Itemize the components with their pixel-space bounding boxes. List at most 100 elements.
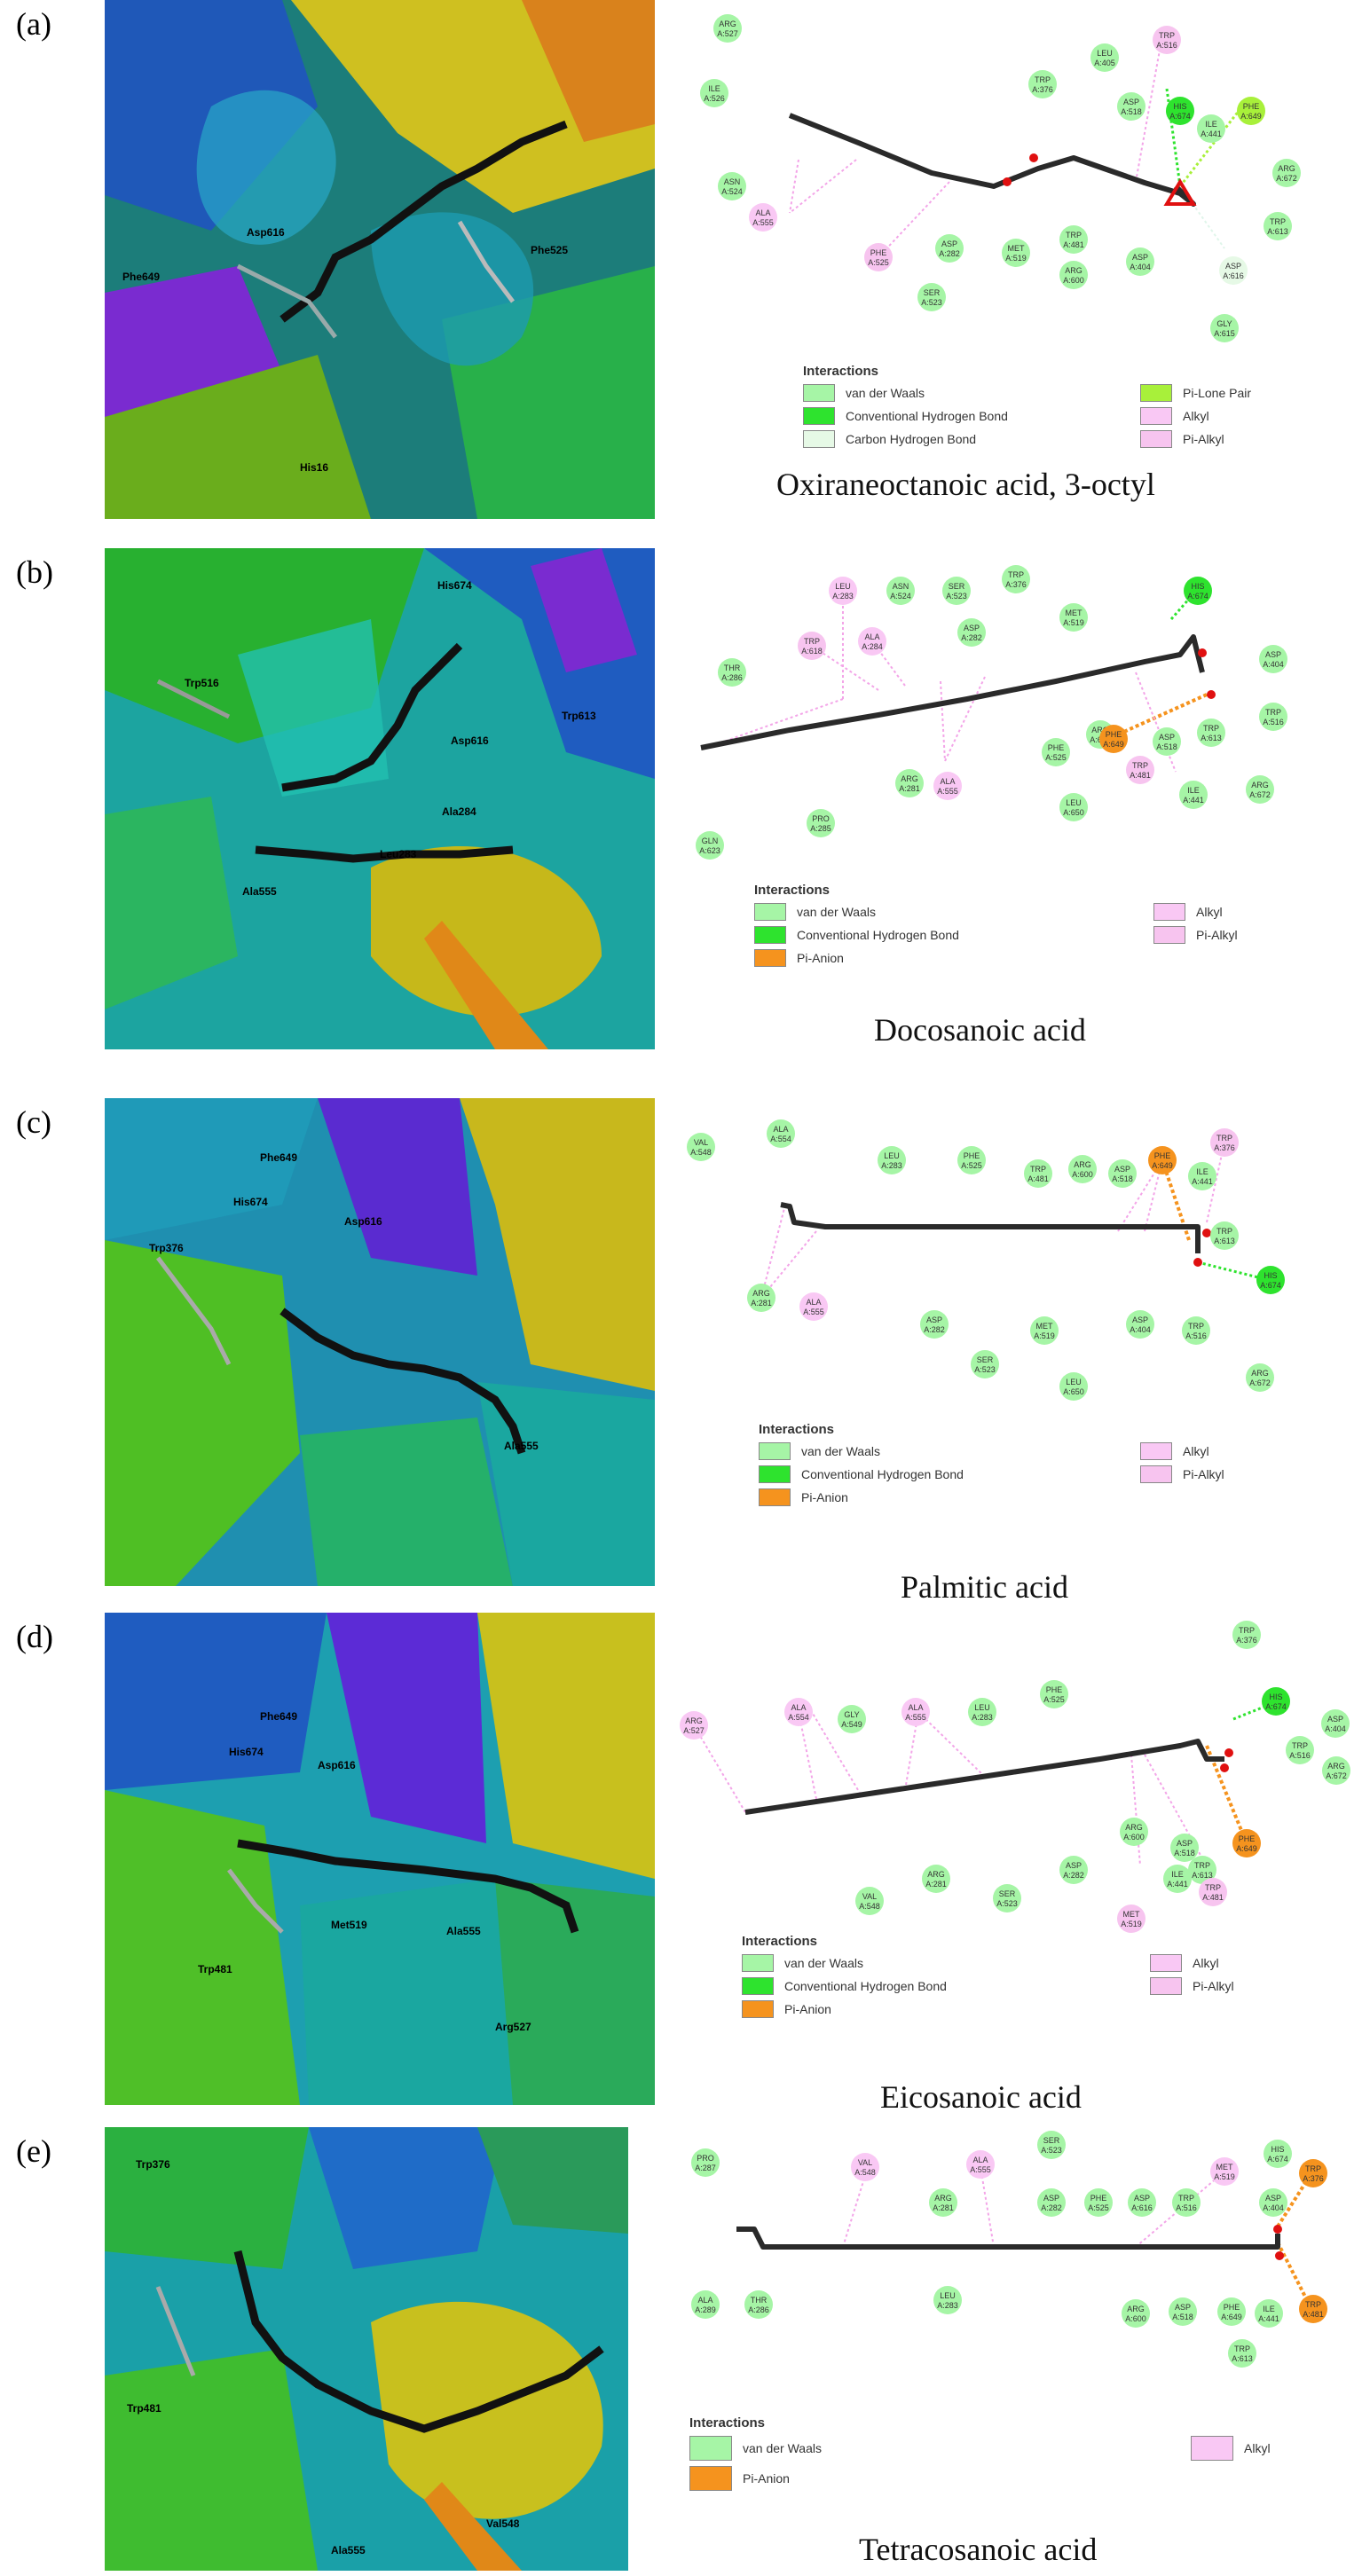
residue-id: A:404	[1130, 263, 1151, 271]
residue-name: TRP	[1265, 708, 1281, 717]
residue-id: A:481	[1303, 2310, 1324, 2319]
residue-name: ALA	[806, 1298, 821, 1307]
legend-label: van der Waals	[846, 386, 925, 400]
render-residue-label: Ala555	[504, 1440, 539, 1452]
legend-swatch	[1191, 2436, 1233, 2461]
residue-circle	[1255, 2299, 1283, 2328]
legend-swatch	[803, 430, 835, 448]
residue-circle	[799, 1292, 828, 1321]
legend-label: Pi-Anion	[801, 1490, 848, 1504]
residue-name: TRP	[1188, 1322, 1204, 1331]
residue-circle	[1322, 1756, 1350, 1785]
residue-id: A:376	[1005, 580, 1027, 589]
residue-id: A:285	[810, 824, 831, 833]
render-residue-label: Trp613	[562, 710, 596, 722]
residue-id: A:376	[1236, 1636, 1257, 1645]
residue-name: ALA	[697, 2296, 712, 2305]
residue-circle	[1002, 239, 1030, 267]
legend-item: Carbon Hydrogen Bond	[803, 430, 1140, 448]
residue-circle	[1237, 97, 1265, 125]
legend-label: Alkyl	[1193, 1956, 1219, 1970]
residue-name: ARG	[934, 2194, 952, 2203]
residue-circle	[1108, 1159, 1137, 1188]
residue-circle	[922, 1865, 950, 1893]
residue-circle	[1120, 1818, 1148, 1846]
residue-circle	[864, 243, 893, 271]
panel-label: (d)	[16, 1619, 53, 1654]
residue-circle	[767, 1119, 795, 1148]
residue-circle	[1059, 793, 1088, 821]
render-residue-label: Phe649	[260, 1710, 298, 1723]
residue-circle	[1037, 2131, 1066, 2159]
residue-id: A:618	[801, 647, 823, 656]
residue-id: A:441	[1167, 1880, 1188, 1889]
residue-id: A:282	[1041, 2203, 1062, 2212]
legend-item: Pi-Alkyl	[1140, 430, 1318, 448]
residue-circle	[933, 772, 962, 800]
residue-circle	[1126, 247, 1154, 276]
residue-name: HIS	[1264, 1271, 1277, 1280]
panel-c: (c) Phe649 His674 Asp616 Trp376 Ala555	[0, 1098, 1362, 1613]
residue-name: TRP	[1239, 1626, 1255, 1635]
interaction-map: PROA:287VALA:548ALAA:555ARGA:281SERA:523…	[691, 2131, 1327, 2368]
residue-id: A:286	[748, 2305, 769, 2314]
legend-item: Conventional Hydrogen Bond	[759, 1465, 1140, 1483]
render-residue-label: Ala555	[242, 885, 277, 898]
legend-item: van der Waals	[754, 903, 1153, 921]
residue-id: A:555	[803, 1308, 824, 1316]
legend-label: van der Waals	[801, 1444, 880, 1458]
residue-circle	[718, 658, 746, 687]
residue-circle	[1099, 725, 1128, 753]
residue-circle	[1090, 43, 1119, 72]
residue-name: MET	[1036, 1322, 1054, 1331]
residue-name: ALA	[773, 1125, 788, 1134]
residue-id: A:283	[881, 1161, 902, 1170]
residue-name: TRP	[1203, 724, 1219, 733]
legend-label: Conventional Hydrogen Bond	[797, 928, 959, 942]
residue-id: A:516	[1156, 41, 1177, 50]
panel-label: (e)	[16, 2133, 51, 2169]
residue-id: A:441	[1258, 2314, 1279, 2323]
caption: Eicosanoic acid	[880, 2079, 1082, 2115]
panel-b: (b) His674 Trp516 Asp616 Trp613 Ala284 L…	[0, 548, 1362, 1072]
residue-circle	[855, 1887, 884, 1915]
legend-swatch	[689, 2466, 732, 2491]
residue-id: A:600	[1125, 2314, 1146, 2323]
residue-name: THR	[751, 2296, 768, 2305]
residue-name: VAL	[858, 2158, 872, 2167]
residue-circle	[749, 203, 777, 232]
render-residue-label: Trp516	[185, 677, 219, 689]
residue-name: ASP	[1132, 253, 1148, 262]
residue-name: PRO	[697, 2154, 714, 2163]
residue-id: A:525	[1045, 753, 1067, 762]
residue-circle	[1148, 1146, 1177, 1174]
residue-id: A:516	[1263, 718, 1284, 726]
legend-swatch	[803, 407, 835, 425]
residue-id: A:672	[1276, 174, 1297, 183]
residue-circle	[1264, 2140, 1292, 2168]
residue-name: ASP	[964, 624, 980, 632]
residue-id: A:674	[1265, 1702, 1287, 1711]
legend-swatch	[1153, 903, 1185, 921]
